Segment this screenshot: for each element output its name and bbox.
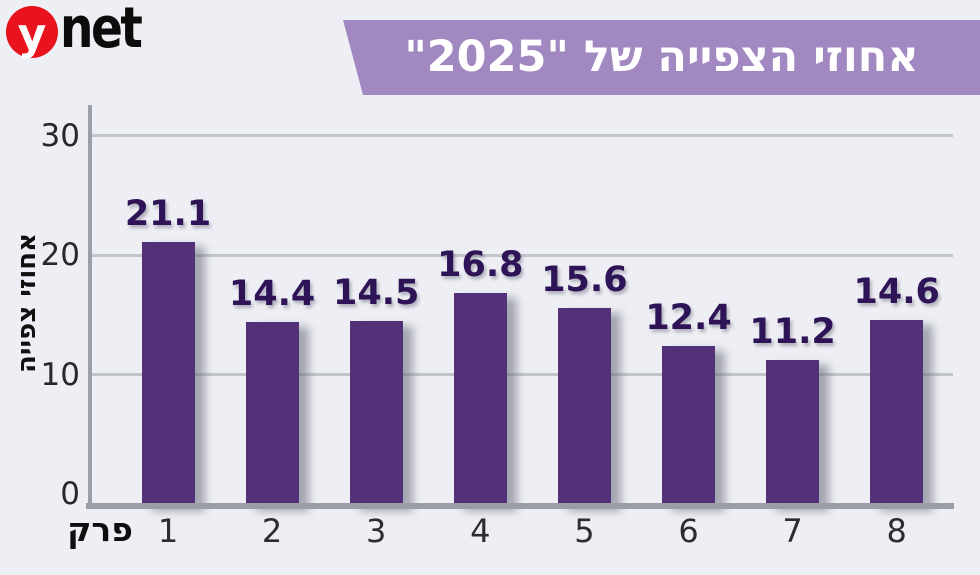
y-axis-line — [88, 105, 92, 507]
x-tick-label: 6 — [678, 512, 699, 550]
bar-value-label: 21.1 — [124, 193, 212, 234]
x-tick-label: 3 — [366, 512, 387, 550]
title-banner: אחוזי הצפייה של "2025" — [343, 20, 980, 95]
x-tick-label: 8 — [886, 512, 907, 550]
bar-value-label: 14.6 — [853, 271, 940, 312]
x-tick-label: 4 — [470, 512, 491, 550]
x-tick-label: 1 — [157, 512, 179, 550]
bar-value-label: 14.4 — [228, 273, 316, 314]
bar — [870, 319, 924, 506]
y-tick-label: 20 — [40, 237, 80, 273]
bar — [453, 293, 507, 506]
gridline — [92, 373, 953, 376]
bar — [349, 320, 403, 506]
bar-value-label: 14.5 — [333, 272, 420, 313]
y-tick-label: 30 — [40, 117, 80, 154]
chart-title: אחוזי הצפייה של "2025" — [404, 32, 919, 82]
x-axis-title: פרק — [67, 510, 133, 549]
bar-value-label: 16.8 — [437, 245, 524, 286]
bar — [245, 321, 299, 506]
bar — [662, 345, 715, 506]
bar-value-label: 15.6 — [541, 259, 628, 300]
y-tick-label: 10 — [40, 356, 80, 393]
bar — [766, 360, 820, 506]
x-tick-label: 2 — [261, 512, 283, 550]
bar — [557, 307, 611, 506]
gridline — [92, 134, 953, 137]
logo-red-circle-icon: y — [6, 6, 58, 58]
ynet-logo: y net — [6, 0, 206, 65]
gridline — [92, 253, 953, 257]
bar — [141, 241, 195, 506]
logo-net-text: net — [60, 0, 143, 61]
x-tick-label: 7 — [782, 512, 803, 550]
y-tick-label: 0 — [60, 476, 80, 512]
x-axis-line — [86, 503, 954, 509]
bar-value-label: 12.4 — [645, 297, 732, 338]
x-tick-label: 5 — [574, 512, 595, 550]
bar-value-label: 11.2 — [749, 312, 836, 353]
logo-y-letter: y — [17, 9, 47, 60]
